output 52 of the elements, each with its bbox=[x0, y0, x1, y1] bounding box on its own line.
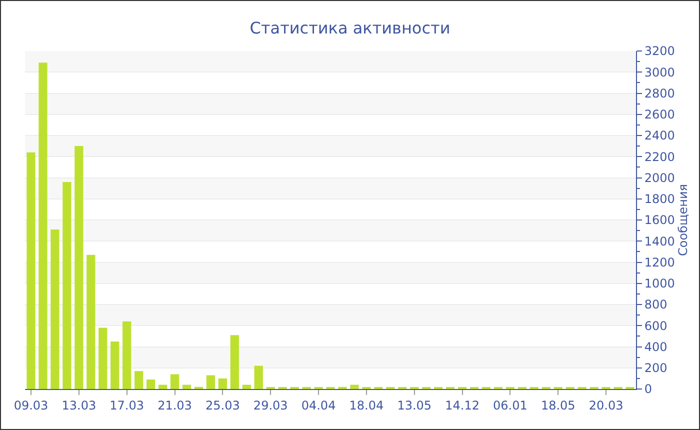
bar bbox=[230, 335, 239, 389]
bar bbox=[98, 328, 108, 389]
x-tick-label: 13.03 bbox=[62, 398, 96, 412]
x-tick-label: 29.03 bbox=[253, 398, 288, 412]
bar bbox=[218, 378, 227, 389]
y-tick-label: 1400 bbox=[644, 234, 675, 248]
y-tick-label: 2400 bbox=[644, 128, 675, 143]
x-tick-label: 13.05 bbox=[397, 398, 432, 412]
y-tick-label: 0 bbox=[644, 382, 652, 396]
y-tick-label: 1200 bbox=[644, 255, 675, 270]
x-tick-label: 25.03 bbox=[206, 398, 240, 412]
bar bbox=[254, 366, 263, 389]
bar bbox=[134, 371, 144, 389]
bar bbox=[158, 384, 168, 389]
y-tick-label: 400 bbox=[644, 340, 668, 354]
x-tick-label: 18.04 bbox=[349, 398, 384, 412]
x-tick-label: 17.03 bbox=[110, 398, 144, 412]
bar bbox=[122, 321, 132, 389]
bar bbox=[170, 374, 180, 389]
y-tick-label: 1800 bbox=[644, 192, 675, 206]
y-tick-label: 1600 bbox=[644, 213, 675, 228]
x-tick-label: 18.05 bbox=[540, 398, 576, 412]
bar bbox=[182, 384, 192, 389]
bar bbox=[242, 384, 251, 389]
bar bbox=[350, 384, 359, 389]
y-tick-label: 200 bbox=[644, 361, 668, 376]
y-tick-label: 600 bbox=[644, 318, 668, 333]
bar bbox=[74, 146, 84, 389]
bar bbox=[38, 62, 48, 389]
y-tick-label: 800 bbox=[644, 298, 668, 312]
y-tick-label: 1000 bbox=[644, 276, 675, 291]
bar bbox=[146, 379, 156, 389]
bar bbox=[62, 182, 72, 389]
x-tick-label: 04.04 bbox=[301, 398, 336, 412]
x-tick-label: 20.03 bbox=[588, 398, 624, 412]
x-tick-label: 14.12 bbox=[445, 398, 480, 412]
y-tick-label: 2200 bbox=[644, 150, 675, 164]
bar bbox=[50, 230, 60, 389]
y-tick-label: 3200 bbox=[644, 44, 675, 58]
bar bbox=[86, 254, 96, 389]
bar bbox=[206, 375, 216, 389]
y-tick-label: 2000 bbox=[644, 170, 675, 185]
x-tick-label: 09.03 bbox=[14, 398, 48, 412]
x-tick-label: 06.01 bbox=[493, 398, 528, 412]
y-tick-label: 2800 bbox=[644, 86, 675, 100]
x-tick-label: 21.03 bbox=[158, 398, 192, 412]
bar bbox=[110, 341, 120, 389]
y-axis-title: Сообщения bbox=[676, 184, 690, 256]
chart-title: Статистика активности bbox=[250, 18, 450, 38]
y-tick-label: 3000 bbox=[644, 65, 675, 80]
y-tick-label: 2600 bbox=[644, 108, 675, 122]
bar bbox=[26, 152, 36, 389]
